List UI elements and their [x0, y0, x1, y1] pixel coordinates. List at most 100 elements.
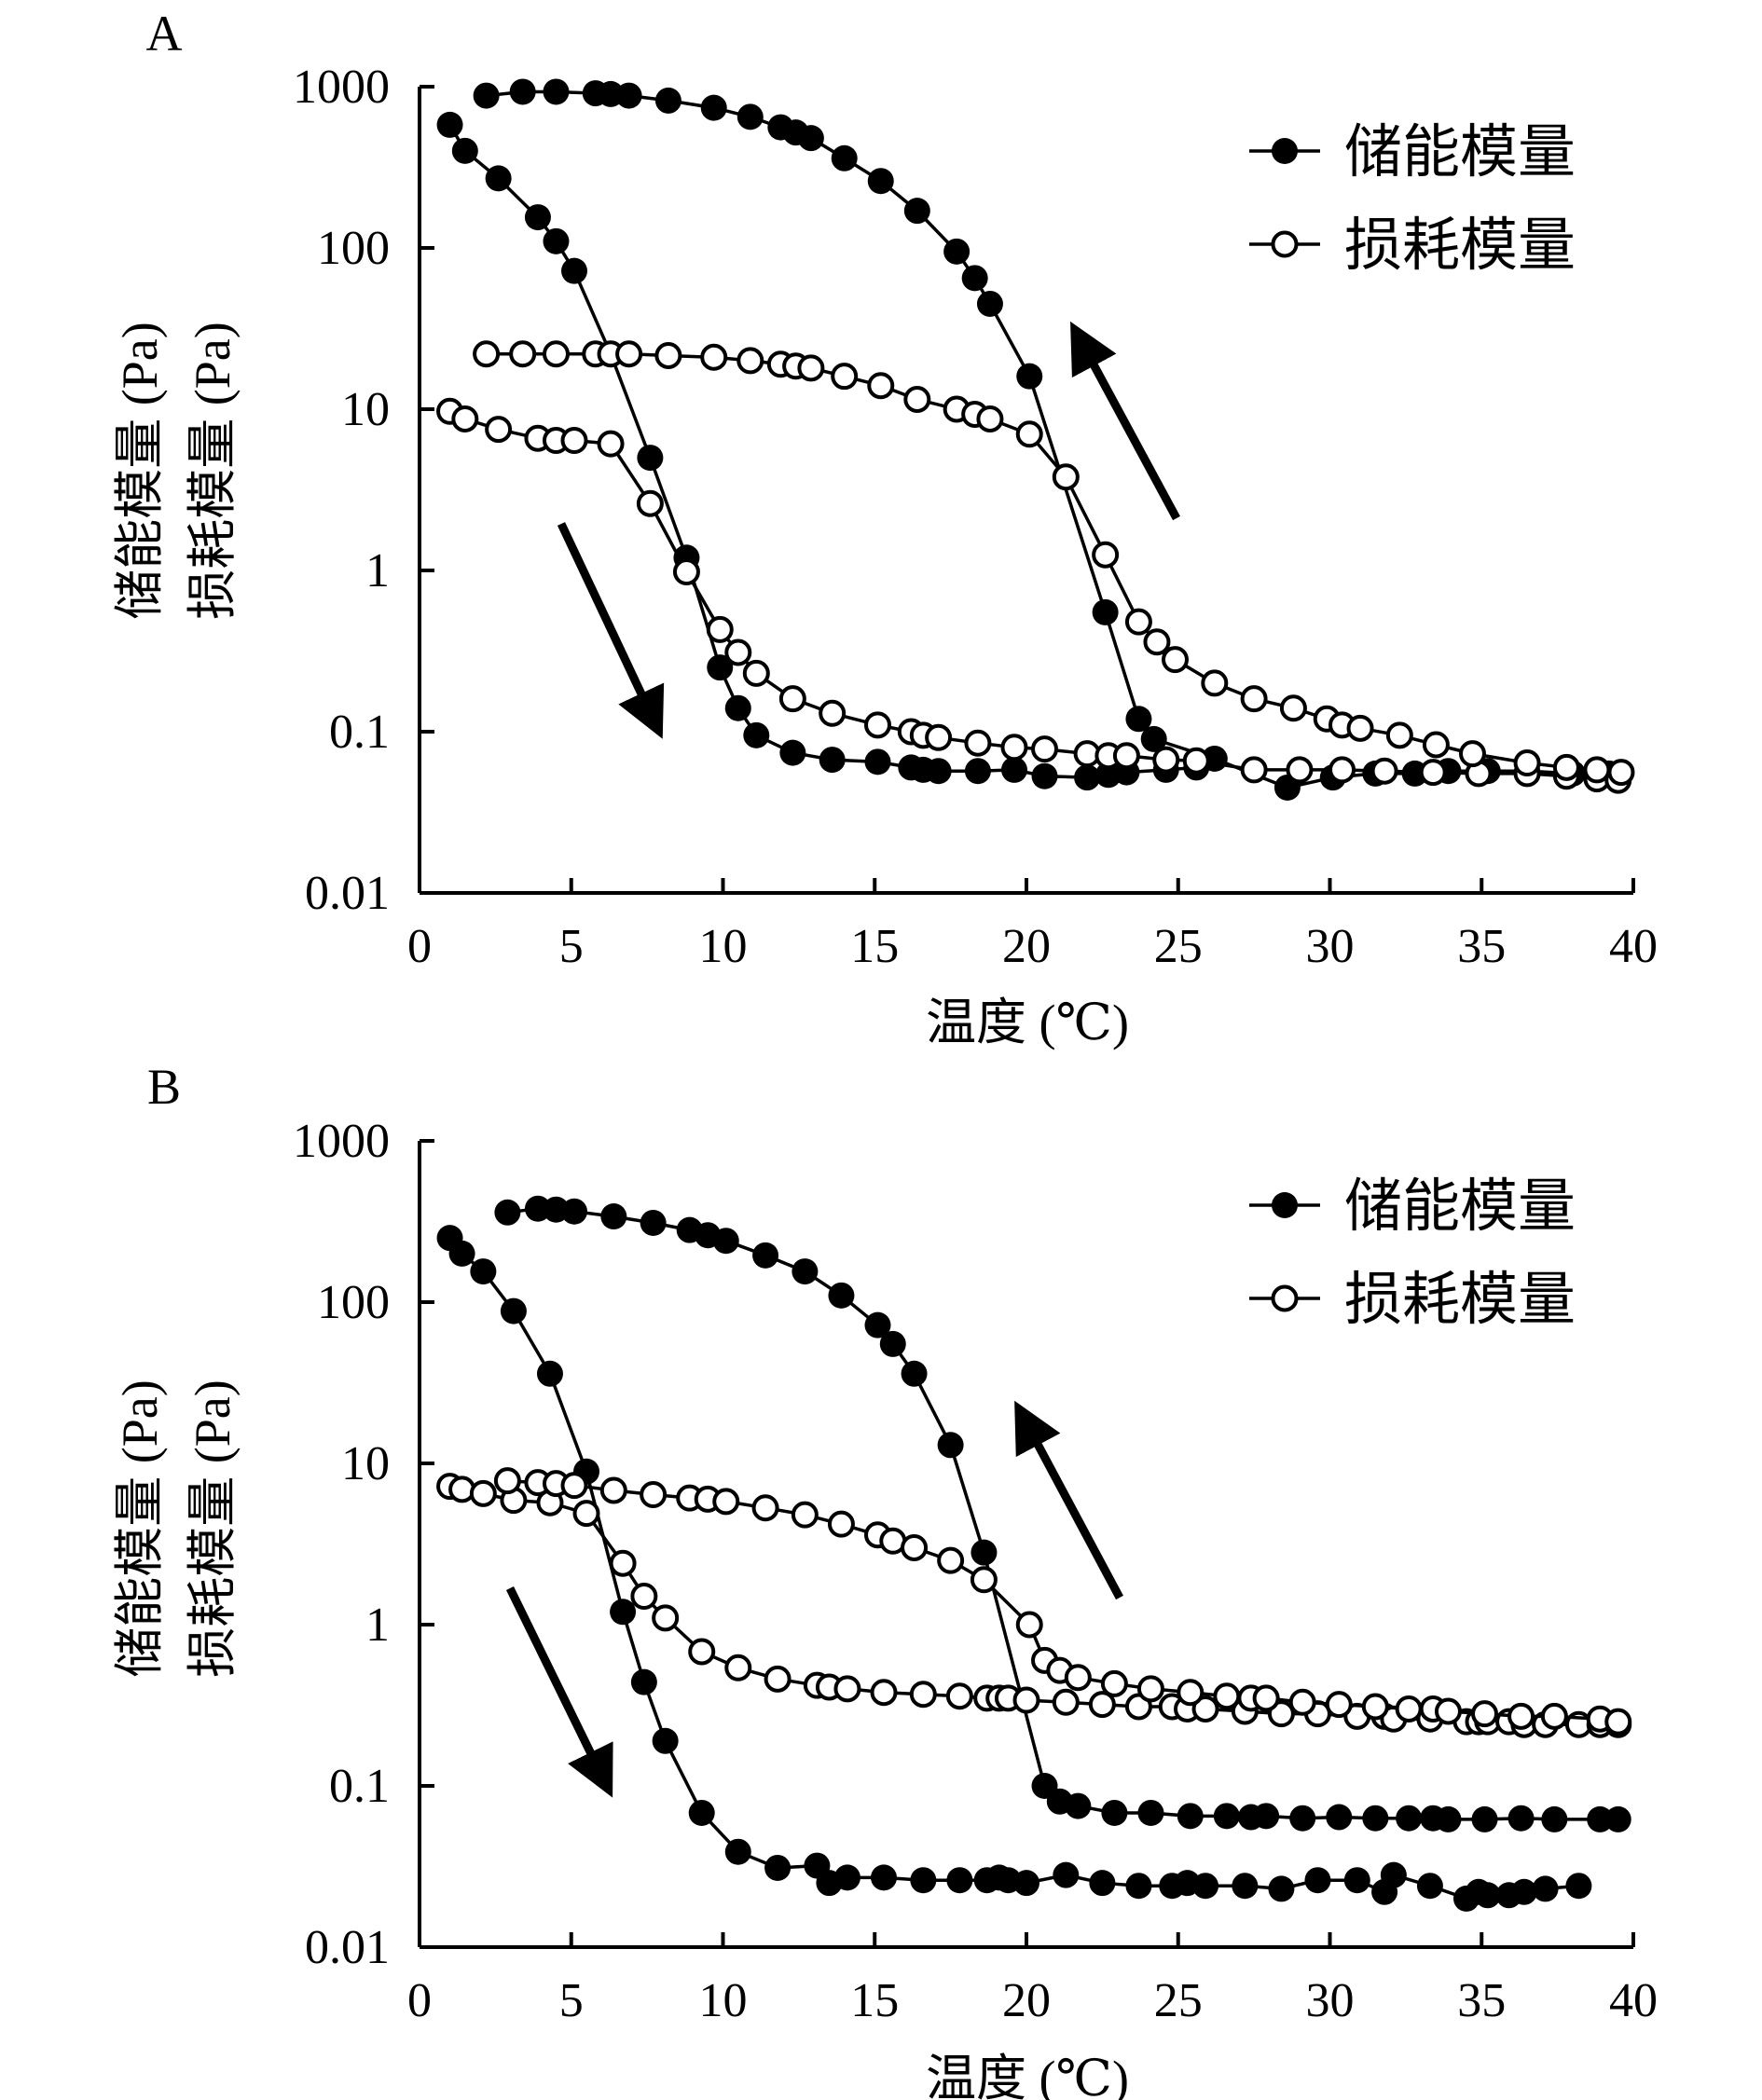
ticks: 0 5 10 15 20 25 30 35 40 0.01 0.1 1 10 100 1000: [293, 1115, 1658, 2027]
data-point: [867, 372, 895, 400]
legend-marker: [1272, 138, 1298, 164]
series-loss-heating: [473, 340, 1635, 787]
data-point: [700, 343, 728, 371]
arrows: [505, 1400, 1123, 1798]
data-point: [542, 340, 570, 368]
data-point: [1053, 1861, 1080, 1888]
data-point: [1532, 1875, 1559, 1902]
data-point: [1416, 1873, 1443, 1900]
data-point: [903, 198, 930, 225]
data-point: [1074, 764, 1101, 791]
x-tick-label: 40: [1609, 1974, 1658, 2027]
data-point: [1088, 1691, 1116, 1719]
data-point: [1458, 740, 1486, 768]
data-point: [764, 1854, 792, 1881]
data-point: [736, 347, 764, 375]
data-point: [637, 445, 664, 472]
x-tick-label: 30: [1306, 920, 1355, 973]
data-point: [1328, 756, 1356, 784]
data-point: [943, 238, 970, 265]
y-axis-title-line-2: 损耗模量 (Pa): [185, 322, 241, 619]
x-tick-label: 20: [1002, 920, 1051, 973]
data-point: [1191, 1695, 1219, 1723]
data-point: [867, 168, 894, 195]
data-point: [1396, 1805, 1423, 1832]
legend-item: 损耗模量: [1249, 214, 1576, 278]
y-axis-title-line-2: 损耗模量 (Pa): [185, 1379, 241, 1677]
data-point: [1604, 1805, 1631, 1832]
data-point: [764, 1665, 792, 1693]
data-point: [712, 1488, 740, 1516]
data-point: [524, 204, 551, 231]
data-point: [1552, 753, 1580, 781]
data-point: [652, 1727, 679, 1754]
data-point: [1343, 1867, 1370, 1894]
data-point: [1434, 1697, 1462, 1725]
y-tick-label: 0.1: [329, 1760, 390, 1813]
data-point: [901, 1533, 929, 1561]
series-line: [486, 352, 1622, 775]
y-axis-title-line-1: 储能模量 (Pa): [112, 322, 168, 619]
data-point: [961, 265, 988, 292]
data-point: [937, 1546, 965, 1574]
x-axis-title: 温度 (℃): [926, 995, 1129, 1050]
data-point: [976, 290, 1003, 317]
y-axis-title: 储能模量 (Pa) 损耗模量 (Pa): [112, 1379, 241, 1677]
legend-marker: [1271, 1284, 1299, 1312]
data-point: [636, 489, 664, 517]
data-point: [724, 1654, 752, 1681]
panel-label: A: [146, 6, 183, 62]
y-tick-label: 100: [317, 222, 390, 275]
x-tick-label: 15: [850, 1974, 899, 2027]
data-point: [630, 1668, 657, 1695]
arrow-down: [557, 522, 665, 739]
legend-marker: [1271, 230, 1299, 258]
data-point: [448, 1240, 475, 1267]
x-tick-label: 0: [407, 920, 432, 973]
series: [436, 1195, 1632, 1912]
data-point: [615, 340, 643, 368]
data-point: [572, 1500, 600, 1528]
data-point: [688, 1638, 716, 1666]
data-point: [1089, 1870, 1116, 1897]
data-point: [1143, 628, 1171, 656]
data-point: [610, 1599, 637, 1626]
data-point: [469, 1479, 497, 1507]
x-tick-label: 20: [1002, 1974, 1051, 2027]
data-point: [1362, 1805, 1389, 1832]
data-point: [1587, 1805, 1614, 1832]
data-point: [600, 1203, 627, 1230]
data-point: [1607, 759, 1635, 787]
data-point: [1267, 1700, 1295, 1728]
data-point: [640, 1481, 668, 1509]
data-point: [1124, 608, 1152, 636]
data-point: [448, 1475, 476, 1503]
data-point: [925, 723, 953, 751]
panel-label: B: [147, 1059, 181, 1115]
series-line: [448, 409, 1618, 782]
y-axis-title: 储能模量 (Pa) 损耗模量 (Pa): [112, 322, 241, 619]
legend-label: 损耗模量: [1344, 1269, 1576, 1332]
data-point: [1395, 1695, 1423, 1723]
data-point: [1471, 1805, 1498, 1832]
data-point: [1213, 1803, 1240, 1830]
data-point: [1016, 363, 1043, 390]
data-point: [1240, 756, 1268, 784]
data-point: [833, 1864, 860, 1891]
data-point: [1124, 1693, 1152, 1721]
data-point: [1540, 1702, 1568, 1730]
legend-marker: [1272, 1192, 1298, 1218]
y-tick-label: 1000: [293, 1115, 390, 1168]
arrow-up: [1014, 1400, 1123, 1600]
data-point: [1326, 1804, 1353, 1831]
data-point: [1152, 746, 1180, 774]
data-point: [1419, 759, 1447, 787]
data-point: [945, 1682, 973, 1710]
data-point: [500, 1297, 527, 1325]
data-point: [864, 1311, 891, 1338]
data-point: [751, 1494, 779, 1522]
data-point: [864, 748, 891, 775]
data-point: [672, 558, 700, 586]
data-point: [1012, 1686, 1040, 1714]
